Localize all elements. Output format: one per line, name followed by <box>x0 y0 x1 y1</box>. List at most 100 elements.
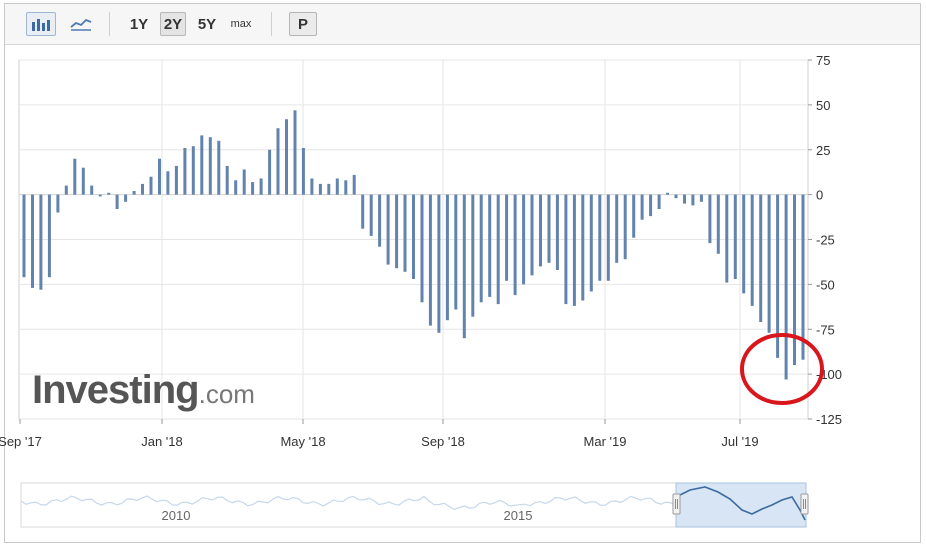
bar[interactable] <box>259 178 263 195</box>
bar[interactable] <box>632 194 636 238</box>
bar[interactable] <box>547 194 551 263</box>
bar[interactable] <box>733 194 737 279</box>
bar[interactable] <box>759 194 763 322</box>
bar-chart-icon[interactable] <box>26 12 56 36</box>
navigator-handle[interactable] <box>800 493 809 515</box>
bar[interactable] <box>327 183 331 195</box>
bar[interactable] <box>708 194 712 244</box>
bar[interactable] <box>242 169 246 195</box>
range-5y-button[interactable]: 5Y <box>197 15 217 33</box>
bar[interactable] <box>598 194 602 281</box>
range-2y-button[interactable]: 2Y <box>160 12 186 36</box>
bar[interactable] <box>437 194 441 333</box>
bar[interactable] <box>683 194 686 204</box>
bar[interactable] <box>361 194 365 229</box>
bar[interactable] <box>268 149 272 195</box>
range-max-button[interactable]: max <box>230 18 252 30</box>
bar[interactable] <box>73 158 77 195</box>
bar[interactable] <box>581 194 585 301</box>
range-1y-button[interactable]: 1Y <box>129 15 149 33</box>
bar[interactable] <box>251 182 255 195</box>
bar[interactable] <box>420 194 424 303</box>
bar[interactable] <box>310 178 314 195</box>
bar[interactable] <box>285 119 288 195</box>
p-button[interactable]: P <box>289 12 317 36</box>
bar[interactable] <box>386 194 390 265</box>
bar[interactable] <box>716 194 720 254</box>
bar[interactable] <box>64 185 68 195</box>
bar[interactable] <box>488 194 492 297</box>
bar[interactable] <box>505 194 509 281</box>
bar[interactable] <box>615 194 619 263</box>
bar[interactable] <box>412 194 415 279</box>
bar[interactable] <box>750 194 754 306</box>
bar[interactable] <box>623 194 627 260</box>
bar[interactable] <box>445 194 449 321</box>
bar[interactable] <box>793 194 796 366</box>
bar[interactable] <box>318 183 322 195</box>
bar[interactable] <box>428 194 432 326</box>
bar[interactable] <box>767 194 771 333</box>
bar[interactable] <box>606 194 610 281</box>
bar[interactable] <box>640 194 644 220</box>
bar[interactable] <box>462 194 466 339</box>
bar[interactable] <box>589 194 593 292</box>
bar[interactable] <box>174 165 178 195</box>
bar[interactable] <box>674 194 678 199</box>
bar[interactable] <box>166 171 170 195</box>
bar[interactable] <box>107 192 111 195</box>
bar[interactable] <box>344 180 348 195</box>
bar[interactable] <box>234 180 238 195</box>
bar[interactable] <box>666 192 669 195</box>
bar[interactable] <box>801 194 805 360</box>
bar[interactable] <box>522 194 526 285</box>
bar[interactable] <box>31 194 34 288</box>
bar[interactable] <box>649 194 653 217</box>
bar[interactable] <box>47 194 51 278</box>
bar[interactable] <box>496 194 500 305</box>
bar[interactable] <box>293 110 297 195</box>
bar[interactable] <box>539 194 542 267</box>
bar[interactable] <box>301 148 305 195</box>
bar[interactable] <box>208 137 212 195</box>
bar[interactable] <box>115 194 119 209</box>
bar[interactable] <box>776 194 780 358</box>
bar[interactable] <box>555 194 559 270</box>
bar[interactable] <box>699 194 703 202</box>
bar[interactable] <box>81 167 85 195</box>
bar[interactable] <box>742 194 746 294</box>
bar[interactable] <box>98 194 102 197</box>
navigator-handle[interactable] <box>672 493 681 515</box>
bar[interactable] <box>276 128 280 195</box>
bar[interactable] <box>395 194 399 269</box>
bar[interactable] <box>657 194 661 209</box>
bar[interactable] <box>335 178 339 195</box>
bar[interactable] <box>149 176 153 195</box>
bar[interactable] <box>39 194 43 290</box>
bar[interactable] <box>691 194 695 206</box>
bar[interactable] <box>572 194 576 306</box>
bar[interactable] <box>403 194 407 272</box>
bar[interactable] <box>132 191 136 195</box>
bar[interactable] <box>564 194 568 305</box>
bar[interactable] <box>124 194 128 202</box>
bar[interactable] <box>191 146 195 195</box>
bar[interactable] <box>141 183 144 195</box>
bar[interactable] <box>183 148 187 195</box>
bar[interactable] <box>513 194 517 296</box>
bar[interactable] <box>530 194 534 276</box>
bar[interactable] <box>56 194 60 213</box>
bar[interactable] <box>725 194 729 283</box>
line-chart-icon[interactable] <box>66 12 96 36</box>
bar[interactable] <box>471 194 475 317</box>
bar[interactable] <box>378 194 382 247</box>
bar[interactable] <box>784 194 788 380</box>
bar[interactable] <box>352 174 356 195</box>
bar[interactable] <box>454 194 458 310</box>
bar[interactable] <box>90 185 94 195</box>
bar[interactable] <box>22 194 26 278</box>
bar[interactable] <box>217 140 221 195</box>
bar[interactable] <box>225 165 229 195</box>
bar[interactable] <box>158 158 161 195</box>
bar[interactable] <box>200 135 204 195</box>
